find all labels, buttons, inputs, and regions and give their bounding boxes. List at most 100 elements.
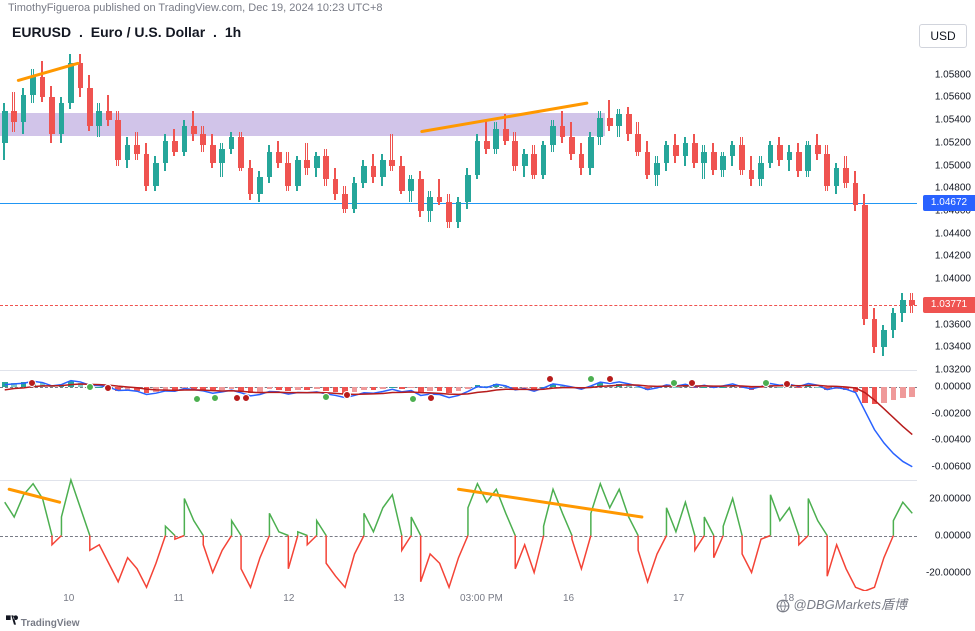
time-label: 17 [673,593,684,604]
macd-bar [163,387,169,390]
macd-bar [153,387,159,392]
macd-bar [484,386,490,387]
macd-bar [550,384,556,387]
macd-tick: -0.00400 [917,435,971,446]
macd-bar [588,386,594,388]
macd-bar [815,387,821,388]
macd-bar [493,384,499,387]
signal-dot [546,375,554,383]
signal-dot [762,379,770,387]
y-axis[interactable]: 1.058001.056001.054001.052001.050001.048… [917,52,975,591]
macd-bar [872,387,878,404]
macd-bar [805,386,811,388]
macd-bar [635,387,641,388]
macd-bar [295,387,301,390]
macd-bar [78,383,84,387]
macd-bar [267,387,273,389]
macd-bar [824,387,830,390]
signal-dot [670,379,678,387]
globe-icon [776,599,790,613]
signal-dot [343,391,351,399]
signal-dot [427,394,435,402]
price-tick: 1.04000 [917,274,971,285]
macd-bar [777,387,783,388]
macd-bar [380,387,386,388]
signal-dot [409,395,417,403]
macd-bar [654,387,660,388]
price-tick: 1.05400 [917,115,971,126]
macd-tick: 0.00000 [917,382,971,393]
macd-bar [304,387,310,390]
macd-bar [909,387,915,397]
symbol: EURUSD [12,24,71,40]
macd-bar [352,387,358,392]
signal-dot [587,375,595,383]
macd-bar [399,387,405,389]
macd-bar [285,387,291,391]
macd-bar [758,387,764,388]
macd-bar [210,387,216,391]
macd-bar [597,383,603,387]
macd-bar [172,387,178,390]
macd-tick: -0.00600 [917,461,971,472]
price-tick: 1.05600 [917,92,971,103]
macd-bar [219,387,225,390]
macd-bar [673,387,679,388]
signal-dot [783,380,791,388]
signal-dot [233,394,241,402]
currency-badge[interactable]: USD [919,24,967,48]
macd-bar [531,387,537,389]
macd-bar [465,387,471,388]
time-label: 12 [283,593,294,604]
osc-tick: 20.00000 [917,493,971,504]
macd-bar [314,387,320,389]
time-label: 11 [174,593,184,604]
macd-bar [333,387,339,392]
macd-bar [503,386,509,388]
macd-bar [144,387,150,393]
signal-dot [193,395,201,403]
macd-bar [68,381,74,387]
symbol-title: EURUSD . Euro / U.S. Dollar . 1h [12,24,245,40]
chart-area[interactable] [0,52,917,591]
macd-bar [40,383,46,388]
osc-tick: -20.00000 [917,567,971,578]
macd-bar [323,387,329,391]
blue-price-tag: 1.04672 [923,195,975,211]
macd-bar [182,387,188,388]
price-tick: 1.04200 [917,251,971,262]
macd-bar [408,387,414,388]
macd-bar [437,387,443,391]
watermark: @DBGMarkets盾博 [776,594,907,613]
macd-bar [96,387,102,388]
macd-bar [49,386,55,387]
symbol-desc: Euro / U.S. Dollar [91,24,205,40]
macd-bar [692,387,698,388]
signal-dot [104,384,112,392]
macd-bar [257,387,263,392]
macd-bar [371,387,377,390]
tradingview-logo[interactable]: TradingView [6,614,80,629]
price-tick: 1.04400 [917,228,971,239]
macd-bar [418,387,424,392]
macd-tick: -0.00200 [917,408,971,419]
macd-bar [238,387,244,391]
signal-dot [688,379,696,387]
macd-bar [720,387,726,388]
price-tick: 1.03200 [917,365,971,376]
macd-bar [749,387,755,389]
macd-bar [683,386,689,388]
macd-bar [446,387,452,393]
macd-bar [645,387,651,389]
tv-icon [6,614,18,626]
time-label: 13 [393,593,404,604]
macd-bar [191,387,197,389]
macd-bar [579,387,585,388]
time-label: 10 [63,593,74,604]
macd-bar [389,387,395,388]
time-label: 16 [563,593,574,604]
macd-bar [21,382,27,387]
macd-bar [115,387,121,390]
macd-bar [541,387,547,388]
signal-dot [86,383,94,391]
